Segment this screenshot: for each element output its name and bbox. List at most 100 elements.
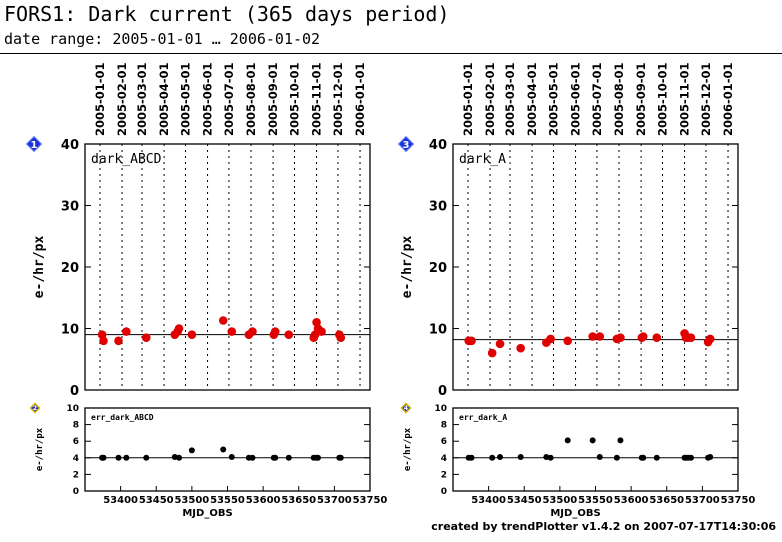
data-point xyxy=(141,333,151,343)
data-point xyxy=(285,454,292,461)
y-tick-label: 2 xyxy=(441,470,447,480)
y-axis-label: e-/hr/px xyxy=(400,236,415,299)
header-divider xyxy=(0,53,782,54)
y-tick-label: 30 xyxy=(61,200,79,215)
date-tick-label: 2005-05-01 xyxy=(178,62,192,136)
x-tick-label: 53600 xyxy=(614,495,649,506)
date-tick-label: 2005-12-01 xyxy=(699,62,713,136)
chart-panel-4: 0 2 4 6 8 10 e-/hr/px 53400 53450 53500 53550 53600… xyxy=(400,402,756,519)
date-tick-label: 2005-08-01 xyxy=(244,62,258,136)
date-tick-label: 2005-10-01 xyxy=(655,62,669,136)
x-tick-label: 53400 xyxy=(103,495,138,506)
data-point xyxy=(227,327,237,336)
date-tick-label: 2005-09-01 xyxy=(266,62,280,136)
date-tick-label: 2005-03-01 xyxy=(503,62,517,136)
x-tick-label: 53600 xyxy=(246,495,281,506)
data-point xyxy=(547,454,554,461)
panel-badge-number: 1 xyxy=(31,140,38,151)
x-tick-label: 53650 xyxy=(281,495,316,506)
panel-badge-icon xyxy=(29,402,41,414)
data-point xyxy=(564,437,571,444)
date-tick-label: 2005-04-01 xyxy=(157,62,171,136)
data-point xyxy=(653,454,660,461)
data-point xyxy=(467,336,476,346)
y-axis-label: e-/hr/px xyxy=(32,236,47,299)
data-point xyxy=(272,454,279,461)
data-point xyxy=(188,447,195,454)
data-point xyxy=(220,446,227,453)
date-tick-label: 2005-06-01 xyxy=(569,62,583,136)
date-tick-label: 2005-12-01 xyxy=(331,62,345,136)
data-point xyxy=(686,333,696,343)
date-tick-label: 2005-11-01 xyxy=(310,62,324,136)
date-tick-label: 2005-02-01 xyxy=(483,62,497,136)
y-tick-label: 40 xyxy=(429,138,447,153)
y-tick-label: 10 xyxy=(66,404,79,414)
y-tick-label: 0 xyxy=(73,487,79,497)
panel-label: err_dark_ABCD xyxy=(91,413,154,422)
data-point xyxy=(218,316,228,325)
data-point xyxy=(176,454,183,461)
y-axis-label: e-/hr/px xyxy=(35,427,45,471)
date-tick-label: 2006-01-01 xyxy=(721,62,735,136)
panel-badge-number: 4 xyxy=(404,405,408,412)
data-point xyxy=(336,333,346,343)
data-point xyxy=(588,332,597,341)
date-tick-label: 2005-09-01 xyxy=(634,62,648,136)
data-point xyxy=(115,454,122,461)
data-point xyxy=(595,332,605,341)
y-tick-label: 0 xyxy=(441,487,447,497)
data-point xyxy=(613,454,620,461)
data-point xyxy=(270,327,280,336)
x-tick-label: 53500 xyxy=(174,495,209,506)
data-point xyxy=(123,454,130,461)
x-tick-label: 53700 xyxy=(685,495,720,506)
x-tick-label: 53750 xyxy=(353,495,388,506)
data-point xyxy=(99,336,108,346)
chart-panel-2: 0 2 4 6 8 10 e-/hr/px 53400 53450 53500 53550 53600… xyxy=(29,402,388,519)
panel-badge-number: 2 xyxy=(33,405,37,412)
x-tick-label: 53750 xyxy=(721,495,756,506)
date-tick-label: 2005-02-01 xyxy=(115,62,129,136)
x-tick-label: 53650 xyxy=(649,495,684,506)
data-point xyxy=(707,453,714,460)
x-axis-label: MJD_OBS xyxy=(182,508,232,519)
date-tick-label: 2005-07-01 xyxy=(222,62,236,136)
date-tick-label: 2005-01-01 xyxy=(93,62,107,136)
data-point xyxy=(705,334,715,344)
data-point xyxy=(687,454,694,461)
y-tick-label: 6 xyxy=(441,437,447,447)
y-tick-label: 4 xyxy=(73,454,79,464)
y-tick-label: 2 xyxy=(73,470,79,480)
footer-credit: created by trendPlotter v1.4.2 on 2007-0… xyxy=(431,520,776,533)
y-tick-label: 40 xyxy=(61,138,79,153)
data-point xyxy=(314,454,321,461)
panel-badge-icon xyxy=(25,135,43,153)
data-point xyxy=(617,437,624,444)
date-range-subtitle: date range: 2005-01-01 … 2006-01-02 xyxy=(4,30,321,48)
date-tick-label: 2005-07-01 xyxy=(590,62,604,136)
date-tick-label: 2005-05-01 xyxy=(546,62,560,136)
x-tick-label: 53450 xyxy=(139,495,174,506)
data-point xyxy=(495,339,505,349)
x-tick-label: 53400 xyxy=(471,495,506,506)
data-point xyxy=(596,453,603,460)
y-tick-label: 10 xyxy=(61,323,79,338)
data-point xyxy=(640,454,647,461)
data-point xyxy=(489,454,496,461)
panel-badge-number: 3 xyxy=(403,140,410,151)
y-tick-label: 30 xyxy=(429,200,447,215)
y-tick-label: 8 xyxy=(73,421,79,431)
panel-badge-icon xyxy=(397,135,415,153)
y-axis-label: e-/hr/px xyxy=(403,427,413,471)
data-point xyxy=(228,453,235,460)
data-point xyxy=(497,453,504,460)
panel-label: dark_ABCD xyxy=(91,152,162,167)
y-tick-label: 10 xyxy=(434,404,447,414)
data-point xyxy=(589,437,596,444)
x-tick-label: 53500 xyxy=(542,495,577,506)
data-point xyxy=(143,454,150,461)
data-point xyxy=(114,336,123,346)
y-tick-label: 6 xyxy=(73,437,79,447)
